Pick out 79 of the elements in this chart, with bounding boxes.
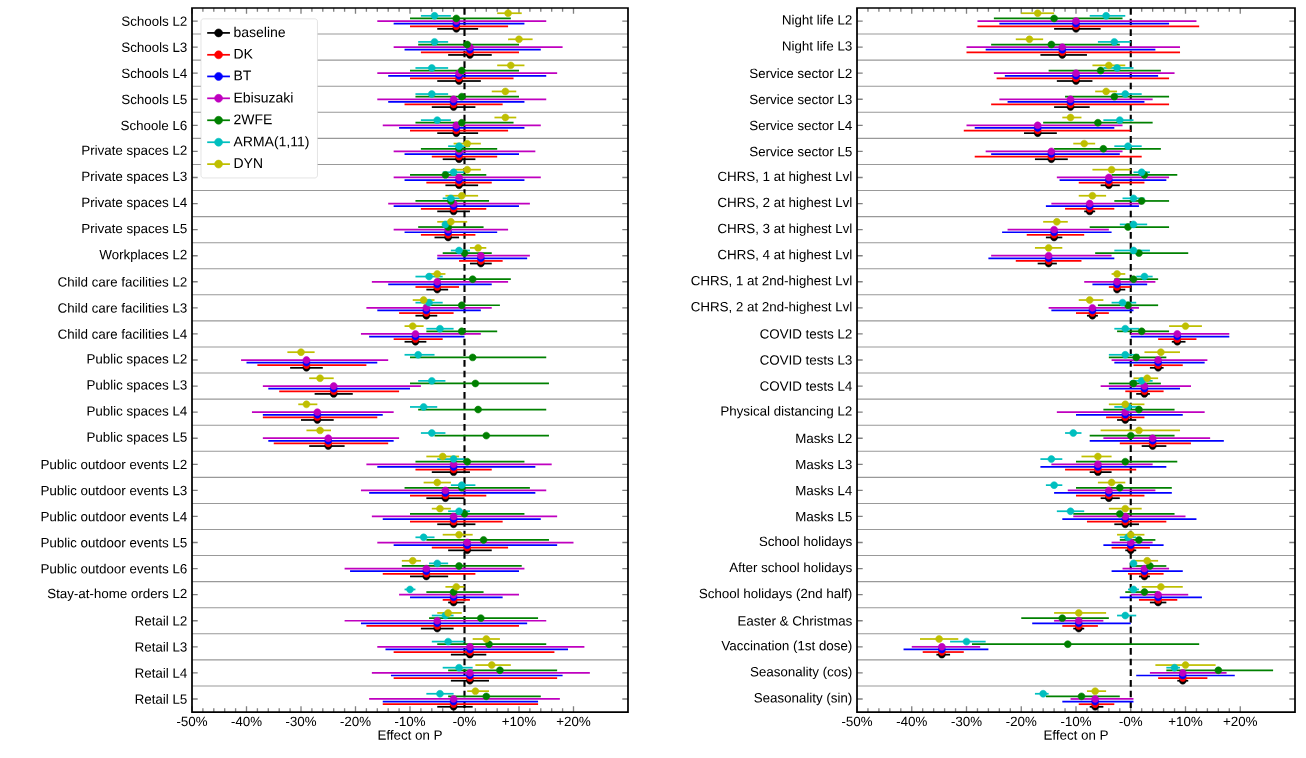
y-tick-label: Stay-at-home orders L2 xyxy=(47,588,187,601)
x-tick-label: +20% xyxy=(556,716,591,727)
y-tick-label: Public spaces L4 xyxy=(87,405,187,419)
legend-label: BT xyxy=(234,70,252,81)
x-tick-label: +10% xyxy=(1168,716,1203,727)
y-tick-label: Service sector L2 xyxy=(749,68,852,79)
x-tick-label: -0% xyxy=(1119,716,1143,727)
y-tick-label: Private spaces L2 xyxy=(82,145,187,158)
legend-label: DK xyxy=(234,48,253,59)
y-tick-label: Private spaces L4 xyxy=(82,197,187,210)
y-tick-label: Service sector L4 xyxy=(749,120,852,131)
y-tick-label: Seasonality (cos) xyxy=(750,666,852,680)
y-tick-label: CHRS, 1 at highest Lvl xyxy=(718,171,852,184)
y-tick-label: Schools L4 xyxy=(121,68,187,79)
y-tick-label: Private spaces L5 xyxy=(82,223,187,236)
legend-label: 2WFE xyxy=(234,114,272,125)
y-tick-label: Child care facilities L4 xyxy=(58,329,187,339)
y-tick-label: Public outdoor events L2 xyxy=(41,459,187,470)
y-tick-label: Retail L2 xyxy=(135,615,187,626)
y-tick-label: CHRS, 2 at highest Lvl xyxy=(718,197,852,210)
y-tick-label: Easter & Christmas xyxy=(738,615,852,626)
y-tick-label: Retail L4 xyxy=(135,668,187,678)
x-tick-label: +10% xyxy=(502,716,536,727)
y-tick-label: Schools L5 xyxy=(121,94,187,105)
y-tick-label: After school holidays xyxy=(729,562,852,575)
y-tick-label: Private spaces L3 xyxy=(82,171,187,184)
y-tick-label: Public spaces L2 xyxy=(87,353,187,367)
x-tick-label: -20% xyxy=(1006,716,1037,727)
y-tick-label: Retail L5 xyxy=(135,694,187,704)
y-tick-label: Schoole L6 xyxy=(121,120,187,131)
x-tick-label: -40% xyxy=(231,716,262,727)
y-tick-label: Child care facilities L2 xyxy=(58,276,187,287)
y-tick-label: CHRS, 2 at 2nd-highest Lvl xyxy=(691,301,852,315)
y-tick-label: Public outdoor events L5 xyxy=(41,537,187,548)
y-tick-label: CHRS, 3 at highest Lvl xyxy=(718,223,852,236)
y-tick-label: Physical distancing L2 xyxy=(721,405,852,419)
y-tick-label: Public spaces L3 xyxy=(87,379,187,393)
y-tick-label: Vaccination (1st dose) xyxy=(721,640,852,654)
x-tick-label: -30% xyxy=(286,716,317,727)
y-tick-label: Public outdoor events L4 xyxy=(41,511,187,522)
y-tick-label: Schools L3 xyxy=(121,42,187,53)
y-tick-label: Masks L4 xyxy=(796,485,852,496)
x-tick-label: -0% xyxy=(453,716,476,727)
y-tick-label: Masks L3 xyxy=(796,459,852,470)
legend-label: Ebisuzaki xyxy=(234,92,293,103)
y-tick-label: Masks L5 xyxy=(796,511,852,522)
x-axis-title: Effect on P xyxy=(378,729,442,740)
y-tick-label: Child care facilities L3 xyxy=(58,302,187,313)
x-tick-label: -40% xyxy=(896,716,927,727)
y-tick-label: Service sector L5 xyxy=(749,146,852,157)
y-tick-label: Workplaces L2 xyxy=(99,249,187,262)
y-tick-label: Night life L2 xyxy=(782,14,852,28)
legend-label: DYN xyxy=(234,158,262,168)
x-axis-title: Effect on P xyxy=(1044,729,1108,740)
y-tick-label: Public outdoor events L3 xyxy=(41,485,187,496)
x-tick-label: -10% xyxy=(395,716,426,727)
y-tick-label: Retail L3 xyxy=(135,641,187,652)
y-tick-label: Public outdoor events L6 xyxy=(41,563,187,574)
y-tick-label: Public spaces L5 xyxy=(87,432,187,445)
y-tick-label: Schools L2 xyxy=(121,16,187,26)
y-tick-label: Night life L3 xyxy=(782,40,852,54)
y-tick-label: School holidays xyxy=(759,536,852,549)
x-tick-label: +20% xyxy=(1223,716,1258,727)
x-tick-label: -50% xyxy=(177,716,208,727)
y-tick-label: COVID tests L2 xyxy=(760,329,852,339)
y-tick-label: Masks L2 xyxy=(796,433,852,444)
y-tick-label: CHRS, 4 at highest Lvl xyxy=(718,249,852,262)
legend-label: ARMA(1,11) xyxy=(233,136,309,150)
y-tick-label: Seasonality (sin) xyxy=(754,692,852,706)
y-tick-label: Service sector L3 xyxy=(749,94,852,105)
x-tick-label: -10% xyxy=(1061,716,1092,727)
x-tick-label: -50% xyxy=(842,716,873,727)
x-tick-label: -30% xyxy=(951,716,982,727)
y-tick-label: CHRS, 1 at 2nd-highest Lvl xyxy=(691,275,852,288)
y-tick-label: COVID tests L3 xyxy=(760,355,852,365)
y-tick-label: COVID tests L4 xyxy=(760,381,852,391)
legend-label: baseline xyxy=(234,26,285,38)
y-tick-label: School holidays (2nd half) xyxy=(699,588,852,601)
x-tick-label: -20% xyxy=(340,716,371,727)
